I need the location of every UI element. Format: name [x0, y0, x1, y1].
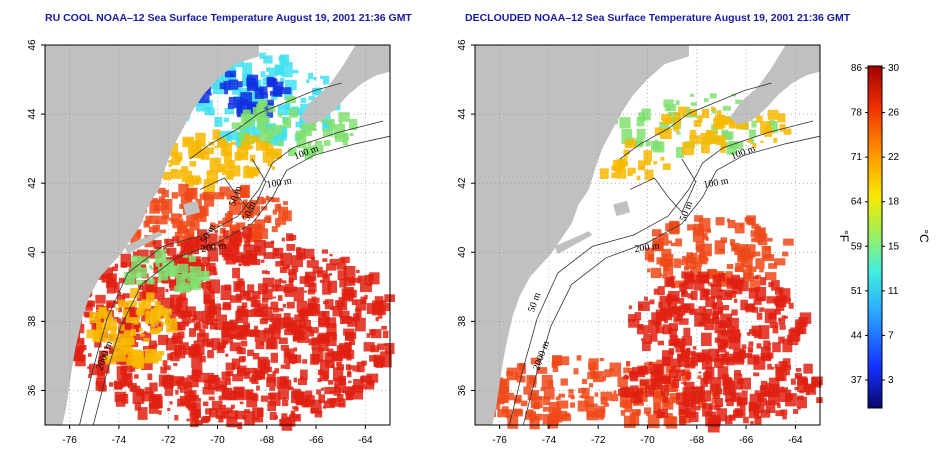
- colorbar-f-label: 51: [851, 286, 863, 297]
- colorbar-c-label: 15: [888, 241, 900, 252]
- y-tick-label: 40: [27, 246, 38, 258]
- colorbar-c-label: 22: [888, 152, 900, 163]
- x-tick-label: -66: [739, 435, 754, 446]
- bathymetry-contour: [509, 120, 814, 426]
- y-tick-label: 44: [27, 108, 38, 120]
- y-tick-label: 40: [457, 246, 468, 258]
- y-tick-label: 42: [27, 177, 38, 189]
- land-long-island: [124, 231, 163, 254]
- y-tick-label: 46: [27, 39, 38, 51]
- bathymetry-contour: [619, 82, 772, 160]
- y-tick-label: 36: [27, 384, 38, 396]
- land-nova-scotia: [300, 45, 390, 125]
- land-long-island: [554, 231, 593, 254]
- x-tick-label: -64: [358, 435, 373, 446]
- y-tick-label: 38: [27, 315, 38, 327]
- colorbar-f-label: 86: [851, 63, 863, 74]
- colorbar-c-label: 30: [888, 63, 900, 74]
- bathymetry-contour: [92, 135, 391, 426]
- x-tick-label: -74: [112, 435, 127, 446]
- land-nova-scotia: [730, 45, 820, 125]
- x-tick-label: -66: [309, 435, 324, 446]
- colorbar-c-label: 3: [888, 375, 894, 386]
- x-tick-label: -72: [161, 435, 176, 446]
- bathymetry-contour: [200, 158, 267, 213]
- y-tick-label: 38: [457, 315, 468, 327]
- x-tick-label: -68: [260, 435, 275, 446]
- left-map-title: RU COOL NOAA–12 Sea Surface Temperature …: [45, 12, 412, 24]
- land-mainland: [475, 45, 689, 425]
- colorbar-f-label: 71: [851, 152, 863, 163]
- x-tick-label: -76: [62, 435, 77, 446]
- colorbar-c-label: 18: [888, 197, 900, 208]
- temperature-colorbar: 86 78 71 64 59 51 44 37 30 26 22 18 15 11 7 3 °F °C: [837, 63, 931, 409]
- colorbar-f-label: 37: [851, 375, 863, 386]
- celsius-unit-label: °C: [917, 229, 931, 243]
- colorbar-c-label: 26: [888, 108, 900, 119]
- colorbar-gradient: [867, 65, 883, 409]
- colorbar-f-label: 59: [851, 241, 863, 252]
- x-tick-label: -76: [492, 435, 507, 446]
- right-map-title: DECLOUDED NOAA–12 Sea Surface Temperatur…: [465, 12, 851, 24]
- y-tick-label: 36: [457, 384, 468, 396]
- colorbar-c-label: 11: [888, 286, 899, 297]
- colorbar-c-label: 7: [888, 330, 894, 341]
- x-tick-label: -70: [640, 435, 655, 446]
- x-tick-label: -70: [210, 435, 225, 446]
- colorbar-f-label: 64: [851, 197, 863, 208]
- y-tick-label: 44: [457, 108, 468, 120]
- land-mainland: [45, 45, 259, 425]
- land-cape-cod: [613, 200, 631, 216]
- contour-label: 100 m: [703, 175, 730, 190]
- land-cape-cod: [183, 200, 201, 216]
- colorbar-f-label: 78: [851, 108, 863, 119]
- fahrenheit-unit-label: °F: [837, 230, 851, 242]
- y-tick-label: 42: [457, 177, 468, 189]
- bathymetry-contour: [630, 158, 697, 213]
- x-tick-label: -64: [788, 435, 803, 446]
- contour-label: 200 m: [634, 240, 661, 254]
- bathymetry-contour: [522, 135, 821, 426]
- y-tick-label: 46: [457, 39, 468, 51]
- x-tick-label: -72: [591, 435, 606, 446]
- contour-label: 100 m: [266, 175, 293, 190]
- contour-label: 200 m: [200, 240, 227, 254]
- bathymetry-contour: [79, 120, 384, 426]
- bathymetry-contour: [189, 82, 342, 160]
- x-tick-label: -74: [542, 435, 557, 446]
- colorbar-f-label: 44: [851, 330, 863, 341]
- x-tick-label: -68: [690, 435, 705, 446]
